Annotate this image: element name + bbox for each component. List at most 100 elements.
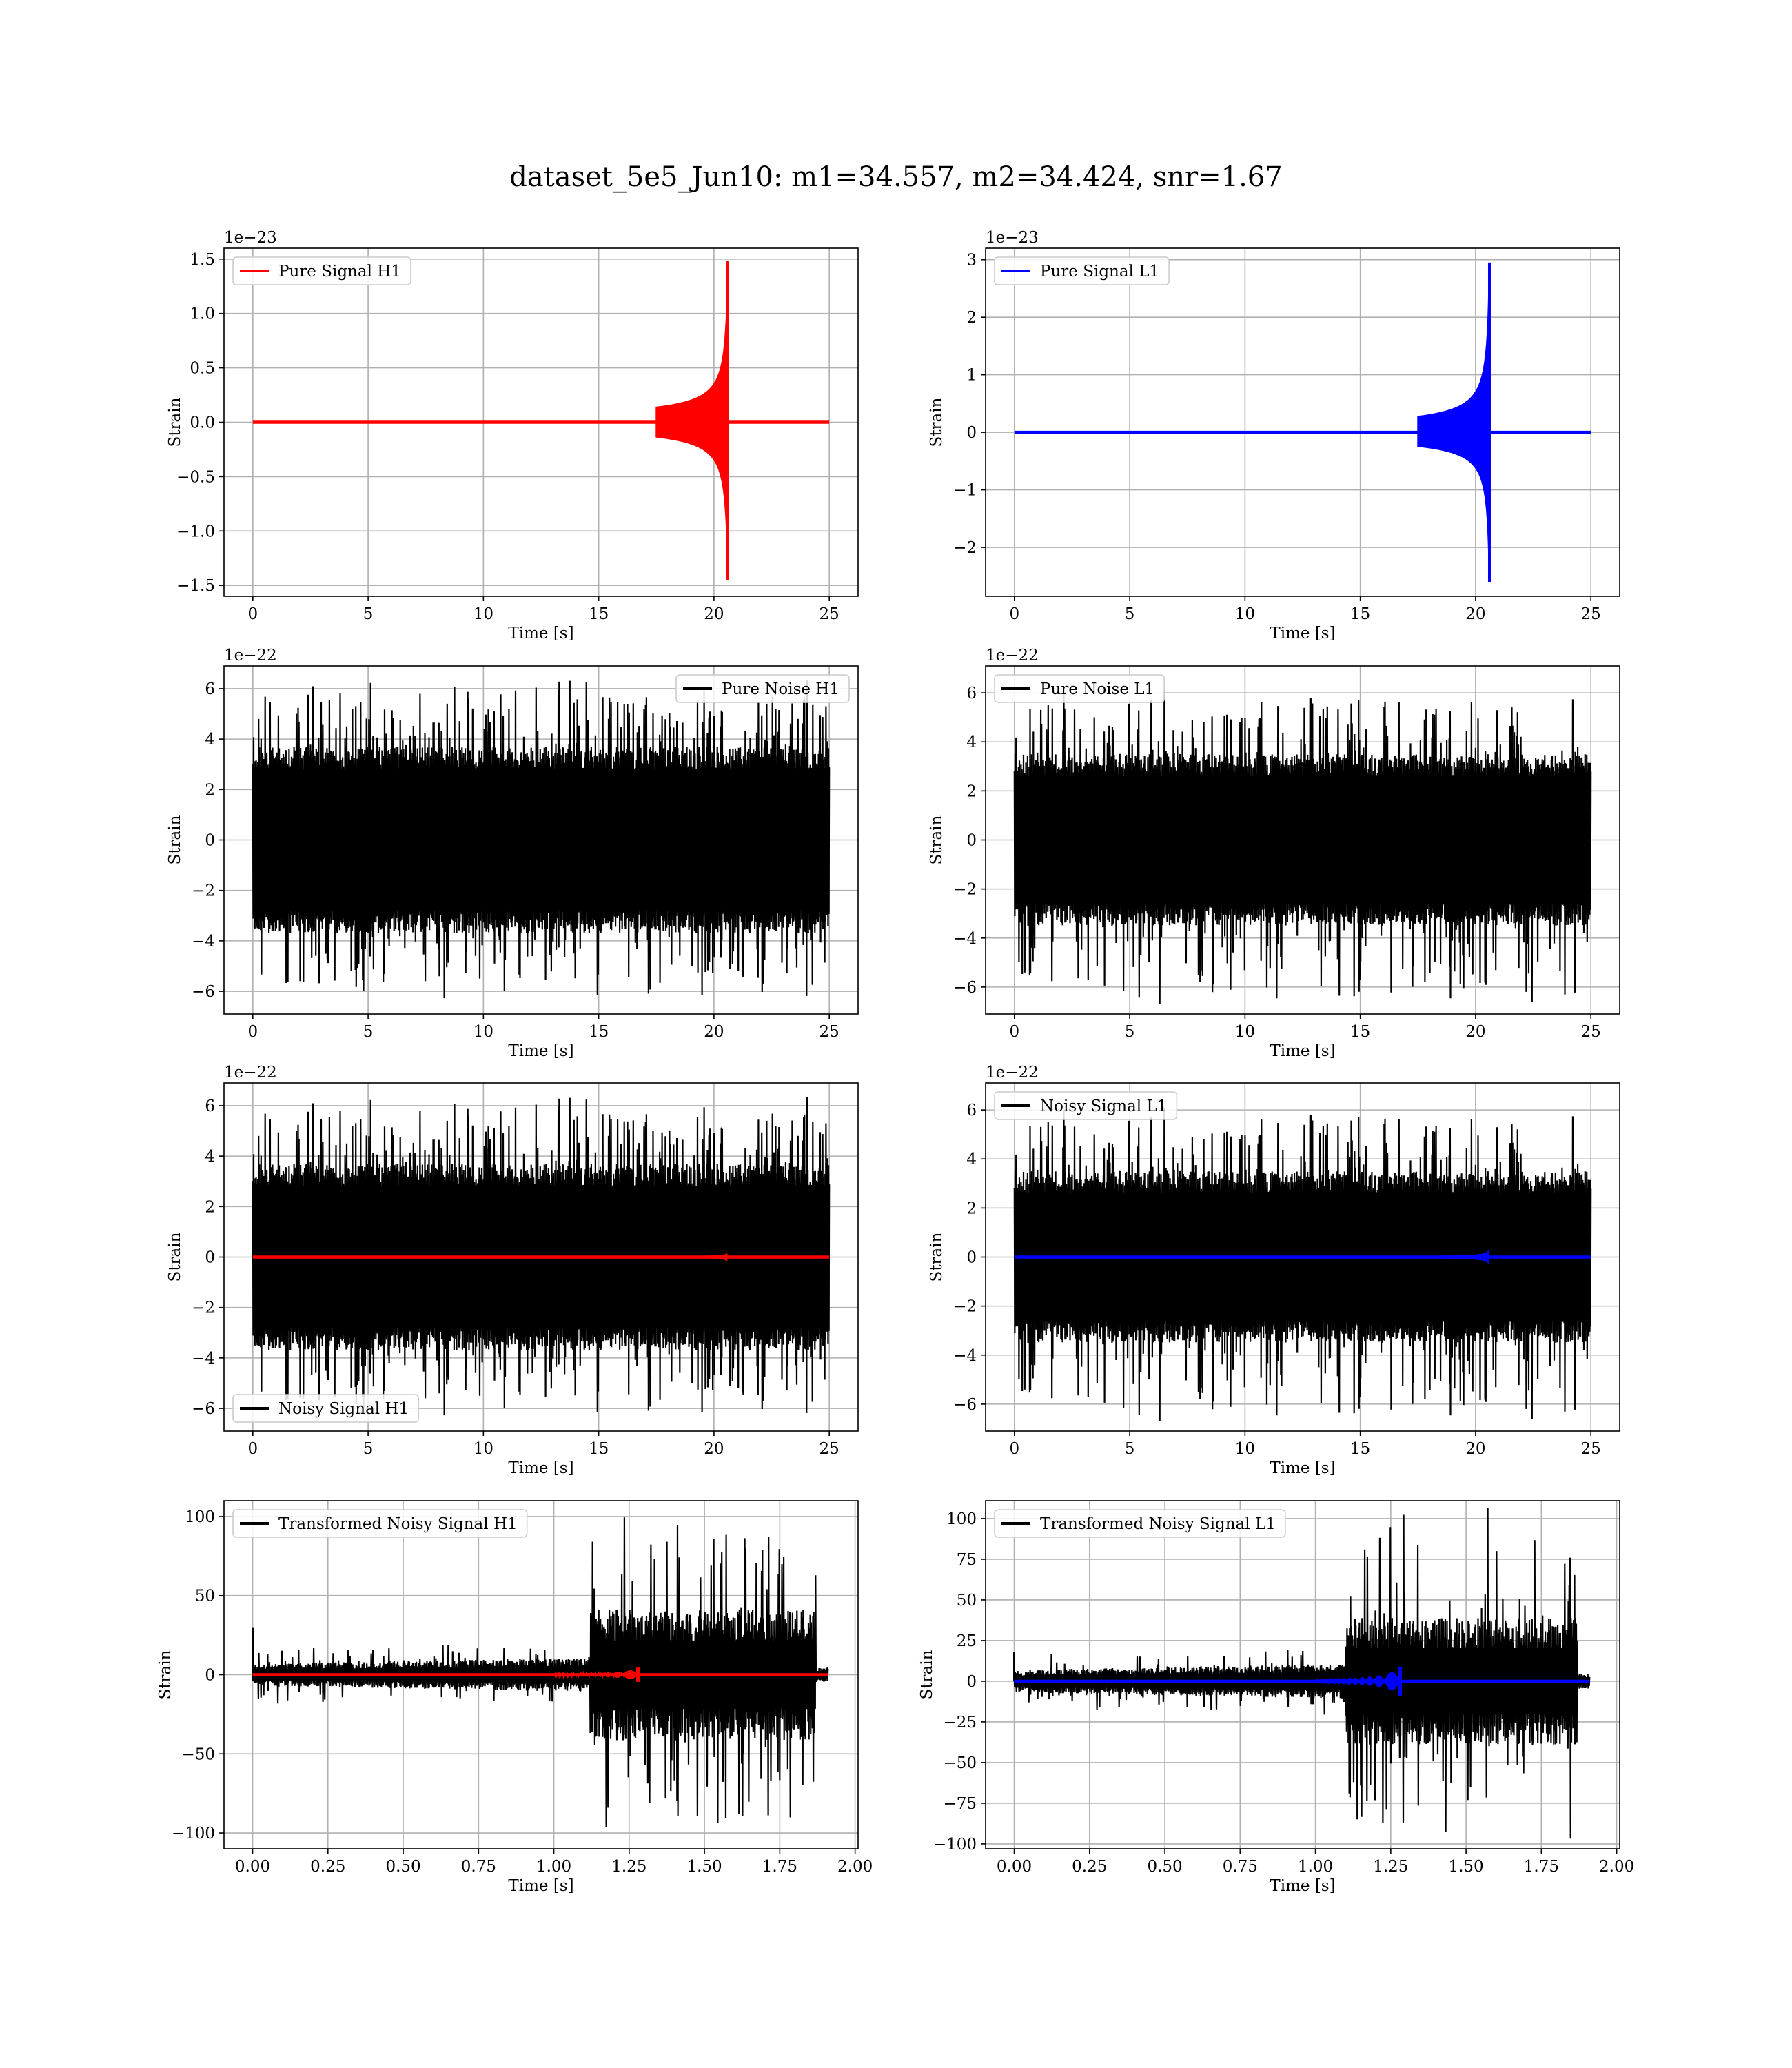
y-tick-label: 6 [966, 685, 977, 702]
legend: Noisy Signal L1 [994, 1091, 1178, 1120]
y-tick-label: 4 [205, 731, 215, 749]
noise-trace [1013, 690, 1592, 1004]
x-tick-label: 0.50 [385, 1858, 420, 1876]
y-tick-label: 0 [205, 1667, 215, 1685]
subplot-noisy-signal-l1: 0 5 10 15 20 25 −6 −4 −2 0 2 4 6 Time [s] Strain 1e−22N… [928, 1064, 1620, 1477]
legend-label: Pure Signal H1 [278, 263, 401, 281]
y-tick-label: −2 [192, 1299, 215, 1317]
ticks: 0.00 0.25 0.50 0.75 1.00 1.25 1.50 1.75 2.00 −100… [172, 1508, 873, 1876]
axis-offset-text: 1e−22 [986, 1064, 1039, 1082]
y-tick-label: 100 [946, 1510, 977, 1528]
whitened-trace [252, 1517, 829, 1827]
noise-trace [1013, 1107, 1592, 1421]
y-tick-label: 0 [966, 1249, 977, 1267]
y-tick-label: 100 [185, 1508, 215, 1526]
x-tick-label: 0 [247, 605, 258, 623]
ticks: 0 5 10 15 20 25 −6 −4 −2 0 2 4 6 [953, 1102, 1601, 1458]
y-tick-label: 0 [205, 1249, 215, 1267]
axis-offset-text: 1e−23 [986, 229, 1039, 247]
x-tick-label: 10 [474, 1440, 493, 1458]
x-tick-label: 1.00 [1298, 1858, 1333, 1876]
x-axis-label: Time [s] [1270, 625, 1335, 642]
x-tick-label: 10 [1235, 605, 1255, 623]
plot-area [1013, 690, 1592, 1004]
x-tick-label: 0 [1009, 1023, 1019, 1041]
plot-area [252, 261, 830, 580]
x-tick-label: 0.00 [997, 1858, 1032, 1876]
y-tick-label: 2 [205, 1198, 215, 1216]
x-tick-label: 15 [589, 1440, 609, 1458]
x-tick-label: 5 [1125, 605, 1135, 623]
y-tick-label: 1 [966, 367, 977, 385]
x-tick-label: 2.00 [837, 1858, 873, 1876]
y-tick-label: 2 [966, 1199, 977, 1217]
x-tick-label: 1.75 [762, 1858, 797, 1876]
x-tick-label: 10 [474, 605, 493, 623]
x-tick-label: 0 [1009, 605, 1019, 623]
y-tick-label: −1.5 [176, 577, 215, 595]
legend: Pure Noise H1 [675, 674, 850, 703]
x-tick-label: 0.75 [1223, 1858, 1258, 1876]
legend: Noisy Signal H1 [232, 1394, 419, 1423]
y-tick-label: −6 [192, 1400, 215, 1418]
y-axis-label: Strain [166, 1232, 184, 1281]
subplot-pure-noise-h1: 0 5 10 15 20 25 −6 −4 −2 0 2 4 6 Time [s] Strain 1e−22 P… [166, 647, 859, 1060]
legend-box [994, 674, 1165, 703]
plot-area [252, 1097, 831, 1416]
y-tick-label: 50 [195, 1588, 215, 1605]
y-tick-label: 6 [966, 1102, 977, 1119]
y-tick-label: 4 [966, 1150, 977, 1168]
legend-box [994, 256, 1170, 285]
y-tick-label: −100 [172, 1825, 215, 1843]
x-tick-label: 5 [363, 1023, 374, 1041]
subplot-transformed-noisy-signal-l1: 0.00 0.25 0.50 0.75 1.00 1.25 1.50 1.75 2.00 −100… [918, 1500, 1634, 1895]
legend-box [994, 1509, 1286, 1538]
y-tick-label: −4 [953, 930, 977, 948]
y-tick-label: −2 [953, 881, 977, 899]
x-tick-label: 10 [1235, 1023, 1255, 1041]
x-tick-label: 15 [1350, 1440, 1370, 1458]
x-tick-label: 1.50 [686, 1858, 722, 1876]
x-tick-label: 25 [1581, 605, 1601, 623]
plot-area [1013, 1107, 1592, 1421]
x-axis-label: Time [s] [508, 1877, 573, 1895]
y-tick-label: −6 [192, 983, 215, 1001]
y-tick-label: −2 [192, 882, 215, 900]
x-tick-label: 0.25 [1072, 1858, 1107, 1876]
y-axis-label: Strain [166, 397, 184, 447]
x-axis-label: Time [s] [508, 625, 573, 642]
x-tick-label: 1.50 [1448, 1858, 1483, 1876]
legend: Pure Signal H1 [232, 256, 411, 285]
y-axis-label: Strain [156, 1650, 174, 1699]
y-tick-label: 1.0 [190, 305, 215, 323]
plot-area [252, 1517, 829, 1827]
y-tick-label: 0.0 [190, 414, 215, 432]
x-tick-label: 0 [247, 1440, 258, 1458]
y-tick-label: 75 [957, 1551, 977, 1569]
x-tick-label: 10 [474, 1023, 493, 1041]
x-tick-label: 20 [1465, 1440, 1485, 1458]
ticks: 0 5 10 15 20 25 −6 −4 −2 0 2 4 6 [192, 1097, 839, 1458]
y-axis-label: Strain [918, 1650, 936, 1699]
y-tick-label: 4 [205, 1148, 215, 1166]
y-tick-label: −4 [192, 933, 215, 951]
y-axis-label: Strain [928, 815, 946, 864]
y-tick-label: 2 [966, 309, 977, 327]
legend-box [994, 1091, 1178, 1120]
noise-trace [252, 680, 831, 999]
x-tick-label: 5 [1125, 1023, 1135, 1041]
y-tick-label: 0.5 [190, 360, 215, 378]
legend-label: Noisy Signal H1 [278, 1400, 409, 1418]
x-axis-label: Time [s] [1270, 1877, 1335, 1895]
legend-box [232, 256, 411, 285]
y-tick-label: 6 [205, 1097, 215, 1115]
axis-offset-text: 1e−22 [224, 647, 277, 665]
legend-label: Transformed Noisy Signal L1 [1040, 1515, 1276, 1533]
y-tick-label: −25 [943, 1714, 977, 1732]
x-tick-label: 20 [1465, 605, 1485, 623]
axis-offset-text: 1e−22 [986, 647, 1039, 665]
whitened-trace [1013, 1508, 1591, 1839]
legend-box [232, 1509, 528, 1538]
y-tick-label: 25 [957, 1632, 977, 1650]
